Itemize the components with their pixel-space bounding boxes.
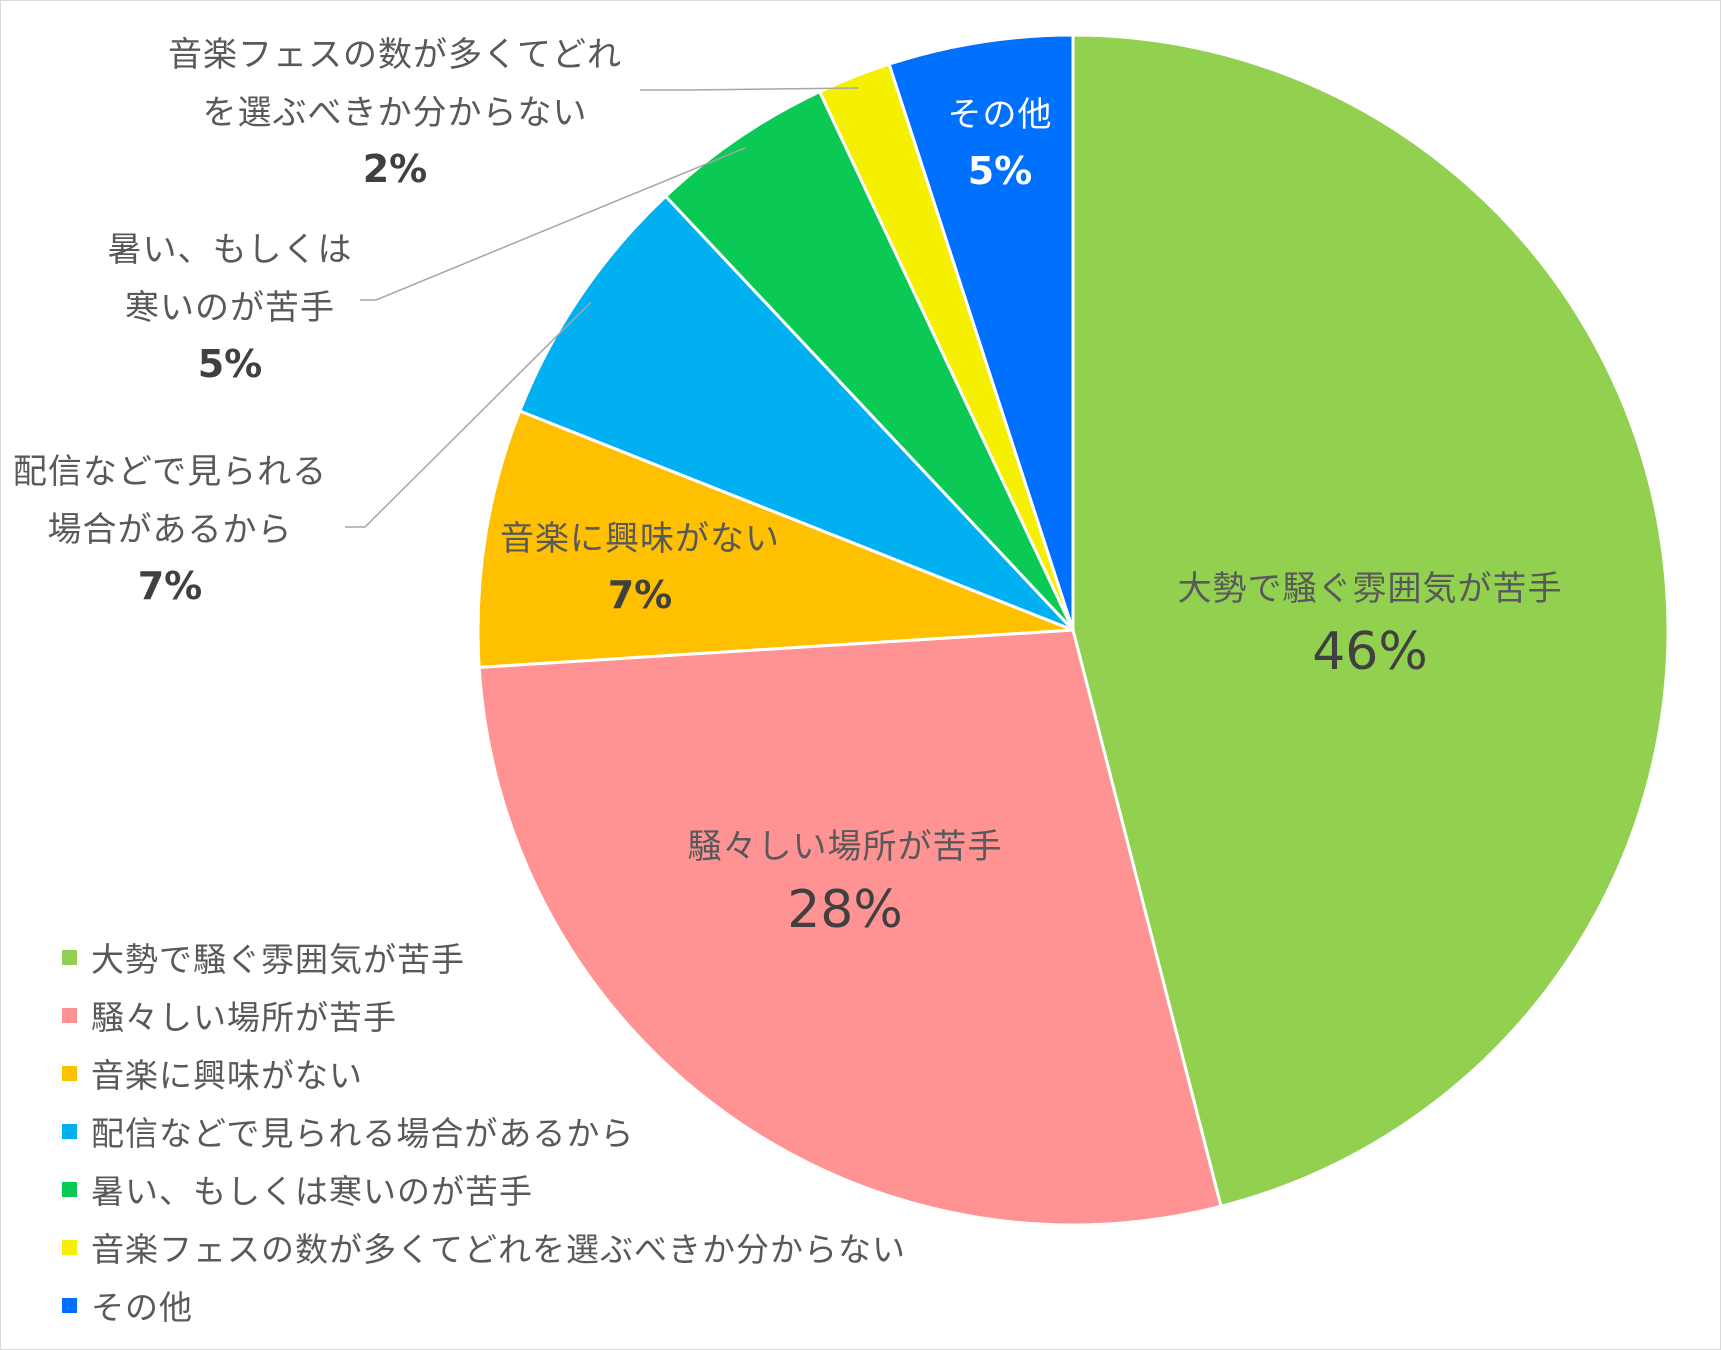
legend-swatch xyxy=(62,1065,77,1081)
legend-label: 暑い、もしくは寒いのが苦手 xyxy=(91,1172,533,1211)
slice-label-text: 大勢で騒ぐ雰囲気が苦手 xyxy=(1177,569,1563,609)
slice-label-percent: 46% xyxy=(1312,622,1428,682)
legend-label: 大勢で騒ぐ雰囲気が苦手 xyxy=(91,940,465,979)
legend-item: 暑い、もしくは寒いのが苦手 xyxy=(62,1160,906,1218)
slice-label-percent: 7% xyxy=(607,573,673,617)
slice-label-other: その他 5% xyxy=(915,98,1085,190)
legend-item: 騒々しい場所が苦手 xyxy=(62,986,906,1044)
slice-label-text: 場合があるから xyxy=(47,510,293,550)
slice-label-large-group: 大勢で騒ぐ雰囲気が苦手 46% xyxy=(1170,572,1570,678)
slice-label-percent: 28% xyxy=(787,880,903,940)
legend-swatch xyxy=(62,1297,77,1313)
slice-label-weather: 暑い、もしくは 寒いのが苦手 5% xyxy=(90,233,370,383)
slice-label-percent: 5% xyxy=(197,342,263,386)
legend-item: 音楽フェスの数が多くてどれを選ぶべきか分からない xyxy=(62,1218,906,1276)
legend-swatch xyxy=(62,1123,77,1139)
slice-label-text: 寒いのが苦手 xyxy=(125,288,335,328)
legend-label: 配信などで見られる場合があるから xyxy=(91,1114,635,1153)
slice-streaming xyxy=(517,194,1075,632)
slice-label-too-many-fes: 音楽フェスの数が多くてどれ を選ぶべきか分からない 2% xyxy=(160,38,630,188)
legend: 大勢で騒ぐ雰囲気が苦手 騒々しい場所が苦手 音楽に興味がない 配信などで見られる… xyxy=(62,928,906,1334)
legend-swatch xyxy=(62,1239,77,1255)
leader-line xyxy=(360,147,746,301)
slice-label-text: 音楽フェスの数が多くてどれ xyxy=(168,35,622,75)
leader-line xyxy=(640,87,859,91)
slice-other xyxy=(887,33,1075,631)
legend-label: 騒々しい場所が苦手 xyxy=(91,998,397,1037)
slice-label-text: 暑い、もしくは xyxy=(107,230,353,270)
legend-item: 音楽に興味がない xyxy=(62,1044,906,1102)
slice-label-percent: 7% xyxy=(137,564,203,608)
legend-swatch xyxy=(62,949,77,965)
slice-label-text: 配信などで見られる xyxy=(12,452,328,492)
slice-label-streaming: 配信などで見られる 場合があるから 7% xyxy=(10,455,330,605)
slice-large-group xyxy=(1071,33,1670,1209)
slice-label-text: を選ぶべきか分からない xyxy=(202,93,588,133)
legend-label: その他 xyxy=(91,1288,193,1327)
legend-item: 配信などで見られる場合があるから xyxy=(62,1102,906,1160)
slice-label-text: 騒々しい場所が苦手 xyxy=(687,827,1003,867)
leader-line xyxy=(345,301,592,528)
legend-item: 大勢で騒ぐ雰囲気が苦手 xyxy=(62,928,906,986)
legend-swatch xyxy=(62,1181,77,1197)
legend-item: その他 xyxy=(62,1276,906,1334)
slice-label-text: 音楽に興味がない xyxy=(500,519,780,559)
slice-weather xyxy=(663,89,1075,632)
legend-label: 音楽フェスの数が多くてどれを選ぶべきか分からない xyxy=(91,1230,907,1269)
slice-no-interest xyxy=(476,409,1074,669)
slice-label-no-interest: 音楽に興味がない 7% xyxy=(485,522,795,614)
legend-swatch xyxy=(62,1007,77,1023)
slice-label-percent: 5% xyxy=(967,149,1033,193)
slice-label-text: その他 xyxy=(947,95,1053,135)
legend-label: 音楽に興味がない xyxy=(91,1056,363,1095)
slice-label-percent: 2% xyxy=(362,147,428,191)
slice-noisy-place xyxy=(477,628,1223,1227)
slice-label-noisy-place: 騒々しい場所が苦手 28% xyxy=(645,830,1045,936)
